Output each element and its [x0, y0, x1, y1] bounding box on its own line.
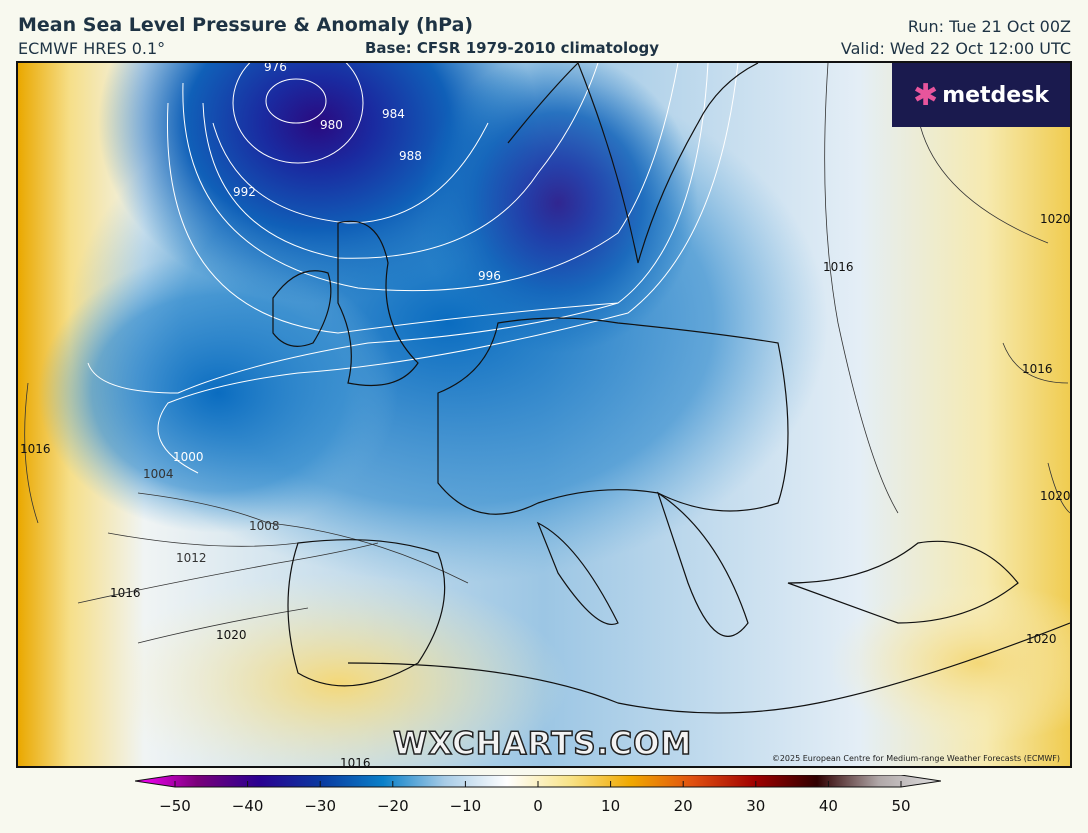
isobar-label: 1020	[1040, 212, 1070, 226]
run-label: Run: Tue 21 Oct 00Z	[907, 17, 1071, 36]
isobar-label: 976	[264, 63, 287, 74]
isobar-label: 980	[320, 118, 343, 132]
isobar-label: 1020	[1026, 632, 1057, 646]
isobar-label: 1020	[1040, 489, 1070, 503]
isobar-label: 1000	[173, 450, 204, 464]
pressure-map: 976 980 984 988 992 996 1000 1004 1008 1…	[16, 61, 1072, 768]
isobar-label: 1020	[216, 628, 247, 642]
isobar-label: 1016	[110, 586, 141, 600]
isobar-label: 992	[233, 185, 256, 199]
isobar-label: 1016	[823, 260, 854, 274]
isobar-label: 996	[478, 269, 501, 283]
colorbar-tick-label: 10	[601, 797, 621, 815]
colorbar-tick-label: −30	[304, 797, 337, 815]
model-label: ECMWF HRES 0.1°	[18, 39, 166, 58]
logo-text: metdesk	[942, 82, 1049, 108]
isobar-label: 1004	[143, 467, 174, 481]
colorbar-tick-label: 30	[746, 797, 766, 815]
metdesk-logo: ✱ metdesk	[892, 63, 1070, 127]
coastlines	[272, 63, 1070, 714]
isobars-high	[24, 63, 1070, 644]
logo-star-icon: ✱	[913, 77, 939, 113]
positive-anomaly	[108, 573, 568, 766]
isobar-label: 1012	[176, 551, 207, 565]
isobar-label: 988	[399, 149, 422, 163]
colorbar-tick-label: −20	[376, 797, 409, 815]
colorbar-tick-label: −10	[449, 797, 482, 815]
isobar-label: 1016	[340, 756, 371, 766]
watermark: WXCHARTS.COM	[392, 725, 693, 763]
chart-title: Mean Sea Level Pressure & Anomaly (hPa)	[18, 14, 474, 36]
isobar-label: 1008	[249, 519, 280, 533]
colorbar-tick-label: 0	[533, 797, 543, 815]
anomaly-field	[38, 253, 398, 533]
valid-label: Valid: Wed 22 Oct 12:00 UTC	[840, 39, 1071, 58]
base-label: Base: CFSR 1979-2010 climatology	[365, 39, 660, 57]
colorbar	[135, 775, 941, 788]
isobar-label: 1016	[1022, 362, 1053, 376]
isobars-low	[87, 63, 739, 474]
positive-anomaly	[828, 583, 1070, 743]
colorbar-tick-label: 20	[673, 797, 693, 815]
isobar-label: 1016	[20, 442, 51, 456]
anomaly-field	[418, 63, 698, 353]
colorbar-tick-label: −40	[231, 797, 264, 815]
isobar-label: 984	[382, 107, 405, 121]
colorbar-tick-label: −50	[159, 797, 191, 815]
isobar-labels: 976 980 984 988 992 996 1000 1004 1008 1…	[20, 63, 1070, 766]
copyright: ©2025 European Centre for Medium-range W…	[771, 754, 1060, 763]
colorbar-tick-label: 40	[818, 797, 838, 815]
colorbar-tick-label: 50	[891, 797, 911, 815]
